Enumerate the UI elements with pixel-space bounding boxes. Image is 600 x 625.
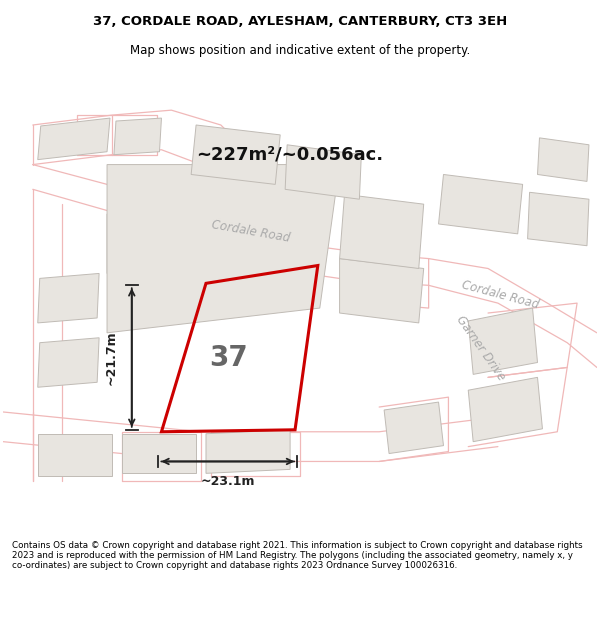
Text: Map shows position and indicative extent of the property.: Map shows position and indicative extent…	[130, 44, 470, 58]
Text: Garner Drive: Garner Drive	[454, 312, 508, 382]
Text: 37, CORDALE ROAD, AYLESHAM, CANTERBURY, CT3 3EH: 37, CORDALE ROAD, AYLESHAM, CANTERBURY, …	[93, 14, 507, 28]
Polygon shape	[107, 164, 340, 332]
Text: Cordale Road: Cordale Road	[211, 219, 292, 245]
Polygon shape	[191, 125, 280, 184]
Polygon shape	[206, 430, 290, 473]
Polygon shape	[439, 174, 523, 234]
Polygon shape	[468, 308, 538, 374]
Text: Cordale Road: Cordale Road	[460, 279, 541, 312]
Text: 37: 37	[209, 344, 248, 371]
Polygon shape	[114, 118, 161, 154]
Polygon shape	[122, 434, 196, 473]
Polygon shape	[527, 192, 589, 246]
Polygon shape	[468, 378, 542, 442]
Polygon shape	[107, 204, 216, 274]
Polygon shape	[340, 194, 424, 269]
Polygon shape	[38, 274, 99, 323]
Text: ~21.7m: ~21.7m	[105, 330, 118, 385]
Text: Contains OS data © Crown copyright and database right 2021. This information is : Contains OS data © Crown copyright and d…	[12, 541, 583, 571]
Polygon shape	[384, 402, 443, 454]
Polygon shape	[538, 138, 589, 181]
Text: ~23.1m: ~23.1m	[200, 475, 255, 488]
Polygon shape	[340, 259, 424, 323]
Polygon shape	[38, 338, 99, 388]
Text: ~227m²/~0.056ac.: ~227m²/~0.056ac.	[196, 146, 383, 164]
Polygon shape	[38, 118, 110, 159]
Polygon shape	[38, 434, 112, 476]
Polygon shape	[285, 145, 361, 199]
